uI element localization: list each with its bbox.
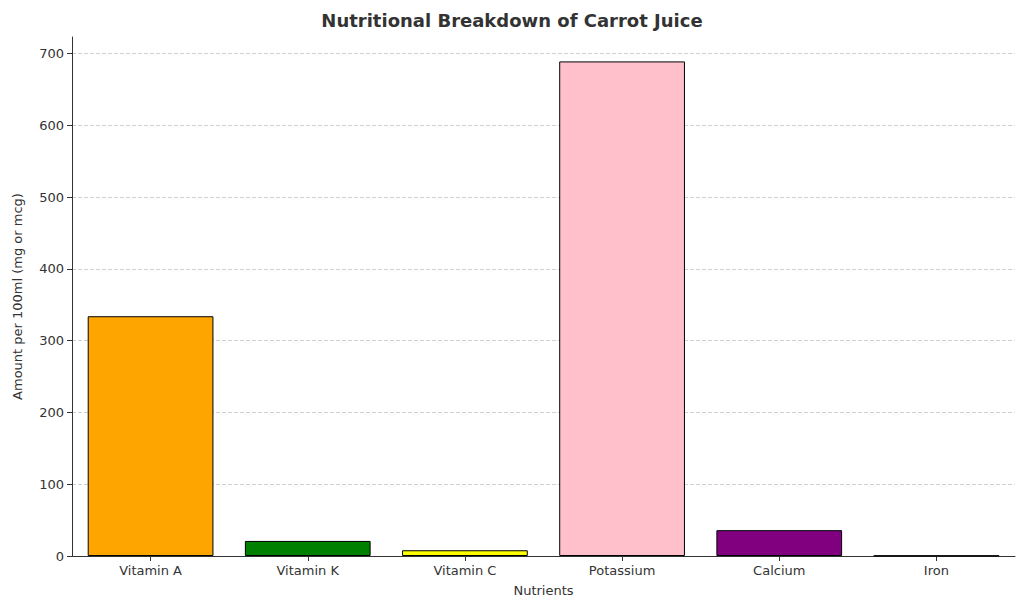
svg-text:400: 400 <box>39 261 64 276</box>
svg-text:Calcium: Calcium <box>753 563 805 578</box>
svg-text:Nutrients: Nutrients <box>513 583 573 598</box>
svg-text:Potassium: Potassium <box>589 563 655 578</box>
svg-text:100: 100 <box>39 477 64 492</box>
svg-text:Vitamin A: Vitamin A <box>119 563 182 578</box>
svg-text:Vitamin C: Vitamin C <box>433 563 496 578</box>
svg-text:Vitamin K: Vitamin K <box>277 563 340 578</box>
svg-text:Amount per 100ml (mg or mcg): Amount per 100ml (mg or mcg) <box>10 193 25 400</box>
svg-text:600: 600 <box>39 118 64 133</box>
svg-text:200: 200 <box>39 405 64 420</box>
svg-text:Iron: Iron <box>924 563 949 578</box>
svg-text:Nutritional Breakdown of Carro: Nutritional Breakdown of Carrot Juice <box>321 10 702 31</box>
svg-text:700: 700 <box>39 46 64 61</box>
svg-text:500: 500 <box>39 190 64 205</box>
svg-text:0: 0 <box>56 549 64 564</box>
svg-text:300: 300 <box>39 333 64 348</box>
